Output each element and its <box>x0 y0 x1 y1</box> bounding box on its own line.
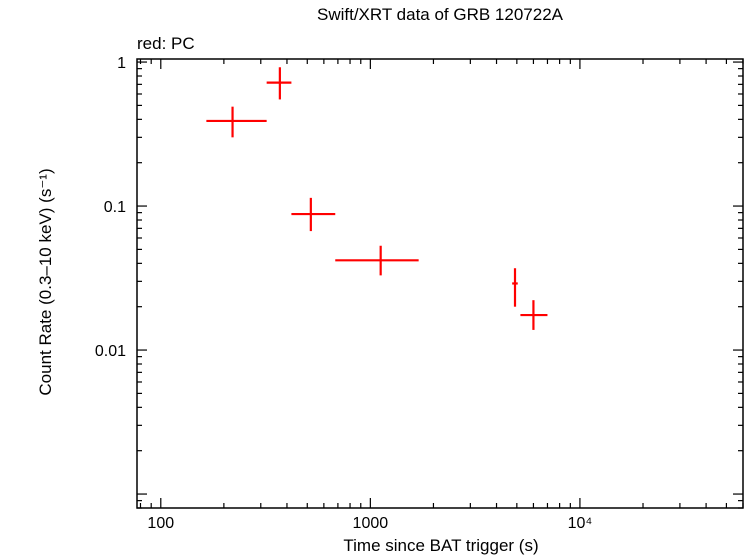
y-tick-label: 1 <box>117 55 126 72</box>
plot-frame <box>136 58 744 509</box>
chart-title: Swift/XRT data of GRB 120722A <box>316 5 563 24</box>
y-tick-label: 0.1 <box>104 199 126 216</box>
y-tick-label: 0.01 <box>95 343 126 360</box>
x-tick-label: 100 <box>147 515 174 532</box>
chart-subtitle: red: PC <box>137 34 195 53</box>
x-axis-label: Time since BAT trigger (s) <box>343 536 539 555</box>
x-tick-label: 1000 <box>353 515 389 532</box>
x-tick-label: 10⁴ <box>568 515 593 532</box>
